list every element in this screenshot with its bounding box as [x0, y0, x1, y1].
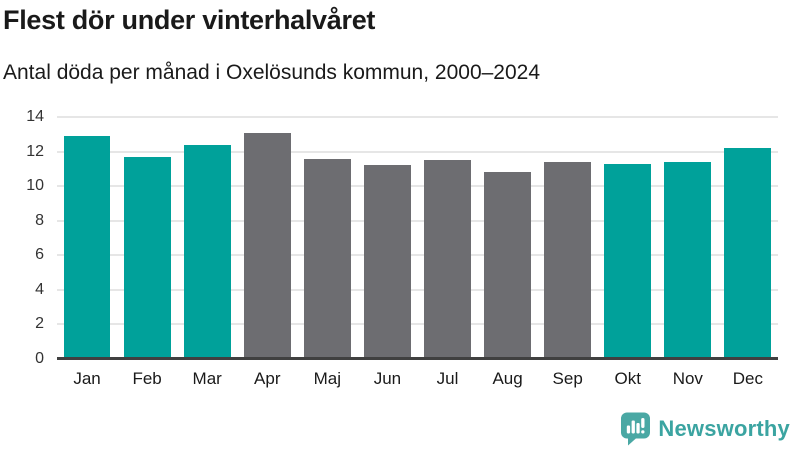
bar-slot-sep: [538, 117, 598, 359]
bar-jul: [424, 160, 471, 359]
bar-feb: [123, 156, 171, 359]
bar-nov: [664, 161, 712, 359]
gridline-2: [57, 323, 778, 326]
x-tick-label-aug: Aug: [492, 369, 523, 388]
bar-series: [57, 117, 778, 359]
bar-slot-jan: [57, 117, 117, 359]
x-tick-label-nov: Nov: [672, 369, 703, 388]
y-tick-label-2: 2: [35, 315, 44, 333]
bar-chart-speech-bubble-icon: [621, 412, 651, 446]
x-tick-label-maj: Maj: [313, 369, 342, 388]
bar-slot-aug: [478, 117, 538, 359]
x-tick-label-feb: Feb: [132, 369, 162, 388]
gridline-14: [57, 116, 778, 118]
bar-apr: [243, 132, 291, 359]
y-tick-label-12: 12: [26, 142, 44, 160]
x-tick-label-dec: Dec: [732, 369, 764, 388]
bar-slot-apr: [237, 117, 297, 359]
gridline-10: [57, 185, 778, 188]
bar-sep: [544, 161, 592, 359]
chart-subtitle: Antal döda per månad i Oxelösunds kommun…: [3, 61, 541, 84]
x-tick-label-jan: Jan: [73, 369, 101, 388]
x-axis-category-labels: Jan Feb Mar Apr Maj Jun Jul Aug Sep Okt Nov Dec: [57, 369, 778, 389]
gridline-6: [57, 254, 778, 257]
x-tick-label-jul: Jul: [436, 369, 459, 388]
bar-slot-nov: [658, 117, 718, 359]
bar-okt: [604, 163, 652, 359]
chart-title: Flest dör under vinterhalvåret: [3, 5, 376, 35]
y-tick-label-8: 8: [35, 211, 44, 229]
gridline-4: [57, 288, 778, 291]
x-tick-label-mar: Mar: [192, 369, 222, 388]
y-tick-label-6: 6: [35, 246, 44, 264]
brand-name: Newsworthy: [658, 416, 790, 441]
y-tick-label-14: 14: [26, 108, 44, 125]
x-tick-label-jun: Jun: [373, 369, 402, 388]
bar-slot-dec: [718, 117, 778, 359]
y-tick-label-0: 0: [35, 350, 44, 367]
bar-dec: [724, 148, 772, 359]
gridline-12: [57, 150, 778, 153]
x-tick-label-sep: Sep: [552, 369, 583, 388]
bar-slot-okt: [598, 117, 658, 359]
bar-chart-plot-area: 0 2 4 6 8 10 12 14: [26, 109, 778, 367]
bar-jan: [63, 136, 111, 359]
bar-maj: [303, 158, 351, 359]
x-axis-baseline: [57, 357, 778, 360]
bar-slot-maj: [297, 117, 357, 359]
gridline-8: [57, 219, 778, 222]
bar-jun: [364, 165, 411, 359]
bar-aug: [484, 172, 532, 359]
newsworthy-logo: Newsworthy: [620, 412, 790, 446]
bar-mar: [183, 144, 231, 359]
x-tick-label-okt: Okt: [614, 369, 641, 388]
y-tick-label-4: 4: [35, 280, 44, 298]
x-tick-label-apr: Apr: [254, 369, 281, 388]
y-tick-label-10: 10: [26, 177, 44, 195]
bar-slot-mar: [177, 117, 237, 359]
bar-slot-jun: [357, 117, 417, 359]
bar-slot-feb: [117, 117, 177, 359]
bar-slot-jul: [417, 117, 477, 359]
